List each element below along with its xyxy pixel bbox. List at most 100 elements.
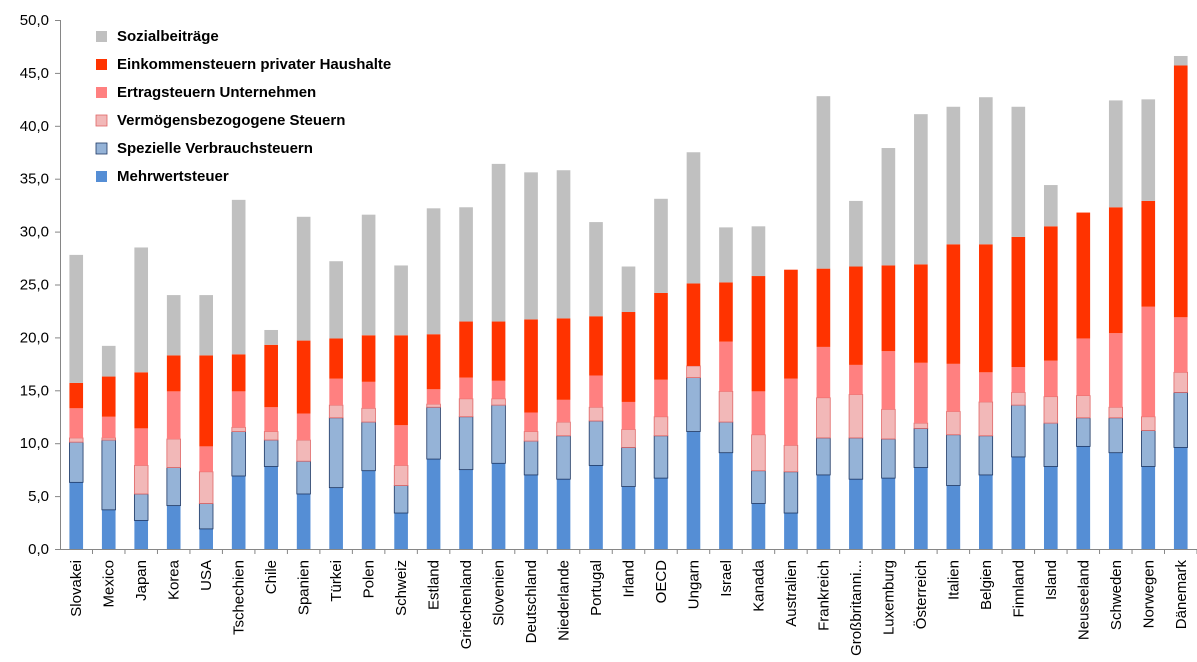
bar-segment (232, 200, 246, 354)
bar-segment (329, 488, 343, 549)
bar-segment (167, 439, 181, 468)
x-category-label: Österreich (912, 560, 930, 629)
bar-segment (69, 408, 83, 438)
y-tick-label: 40,0 (20, 118, 49, 135)
bar-segment (459, 399, 473, 417)
bar-segment (687, 152, 701, 283)
bar-segment (199, 295, 213, 355)
bar-segment (1012, 367, 1026, 392)
legend-swatch (96, 31, 107, 42)
bar-segment (427, 208, 441, 334)
bar-segment (524, 432, 538, 442)
bar-segment (882, 439, 896, 478)
bar-segment (1044, 226, 1058, 360)
bar-segment (394, 486, 408, 514)
bar-segment (784, 513, 798, 549)
x-category-label: Luxemburg (880, 560, 897, 635)
bar-segment (589, 375, 603, 407)
bar-segment (1076, 396, 1090, 418)
x-category-label: Island (1043, 560, 1060, 600)
y-axis-ticks: 0,05,010,015,020,025,030,035,040,045,050… (20, 12, 60, 558)
bar-segment (524, 319, 538, 412)
x-category-label: Slovakei (68, 560, 85, 617)
bar-segment (297, 461, 311, 494)
bar-segment (882, 265, 896, 351)
bar-segment (882, 409, 896, 439)
x-category-label: Finnland (1010, 560, 1027, 618)
bar-segment (134, 247, 148, 372)
bar-segment (264, 466, 278, 549)
y-tick-label: 45,0 (20, 65, 49, 82)
bar-segment (232, 354, 246, 391)
bar-segment (882, 478, 896, 549)
bar-segment (914, 114, 928, 264)
bar-segment (817, 269, 831, 347)
bar-segment (394, 513, 408, 549)
x-category-label: Australien (783, 560, 800, 627)
bar-segment (1109, 407, 1123, 418)
bar-segment (654, 199, 668, 293)
x-category-label: Irland (621, 560, 638, 598)
x-category-label: Belgien (978, 560, 995, 610)
bar-segment (719, 391, 733, 422)
bar-segment (134, 520, 148, 549)
legend-swatch (96, 171, 107, 182)
bar-segment (849, 479, 863, 549)
bar-segment (492, 381, 506, 399)
bar-segment (232, 476, 246, 549)
x-category-label: USA (198, 560, 215, 591)
bar-segment (622, 447, 636, 486)
x-category-label: Dänemark (1173, 560, 1190, 630)
bar-segment (524, 172, 538, 319)
bar-segment (719, 342, 733, 392)
bar-segment (622, 402, 636, 430)
bar-segment (1012, 405, 1026, 457)
x-category-label: Schweiz (393, 560, 410, 616)
bar-segment (687, 283, 701, 366)
bar-segment (459, 378, 473, 399)
bar-segment (524, 441, 538, 475)
bar-segment (362, 422, 376, 471)
bar-segment (622, 487, 636, 549)
bar-segment (329, 379, 343, 405)
bar-segment (589, 407, 603, 421)
bar-segment (1044, 397, 1058, 423)
bars (69, 56, 1187, 549)
bar-segment (914, 363, 928, 423)
x-category-label: Norwegen (1140, 560, 1157, 628)
bar-segment (297, 414, 311, 440)
bar-segment (459, 207, 473, 321)
bar-segment (654, 417, 668, 436)
bar-segment (1076, 213, 1090, 339)
bar-segment (329, 338, 343, 378)
bar-segment (752, 435, 766, 471)
bar-segment (752, 276, 766, 391)
bar-segment (1109, 418, 1123, 453)
bar-segment (979, 97, 993, 244)
x-category-label: Ungarn (685, 560, 702, 609)
bar-segment (654, 293, 668, 380)
x-category-label: Neuseeland (1075, 560, 1092, 640)
legend-label: Einkommensteuern privater Haushalte (117, 56, 391, 73)
x-category-label: Tschechien (231, 560, 248, 635)
bar-segment (1174, 317, 1188, 372)
bar-segment (492, 164, 506, 322)
bar-segment (589, 421, 603, 465)
bar-segment (167, 391, 181, 439)
bar-segment (784, 379, 798, 446)
bar-segment (362, 335, 376, 382)
bar-segment (1012, 107, 1026, 237)
bar-segment (1044, 185, 1058, 226)
bar-segment (914, 264, 928, 362)
x-category-label: Italien (945, 560, 962, 600)
bar-segment (69, 482, 83, 549)
bar-segment (947, 244, 961, 364)
bar-segment (849, 201, 863, 267)
bar-segment (654, 478, 668, 549)
x-category-label: Spanien (296, 560, 313, 615)
bar-segment (297, 494, 311, 549)
bar-segment (1076, 446, 1090, 549)
bar-segment (784, 445, 798, 471)
bar-segment (199, 504, 213, 529)
bar-segment (1012, 392, 1026, 405)
